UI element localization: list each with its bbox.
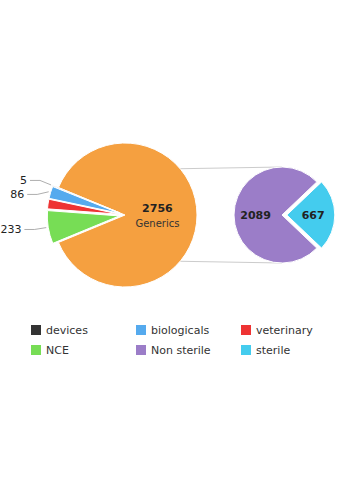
slice-name: Generics [135, 218, 179, 229]
connector-line [180, 167, 282, 169]
data-label: 5 [20, 174, 27, 187]
leader-line [27, 192, 48, 195]
data-label: 86 [10, 188, 24, 201]
legend-label: veterinary [256, 324, 313, 337]
pie-0 [47, 143, 197, 287]
legend-label: Non sterile [151, 344, 211, 357]
legend-label: NCE [46, 344, 69, 357]
leader-line [24, 228, 46, 230]
pie-slice [53, 185, 120, 212]
legend-label: biologicals [151, 324, 209, 337]
pie-labels-1: 2089 667 [240, 209, 324, 222]
pie-slice [47, 211, 119, 244]
legend-swatch [241, 325, 251, 335]
pie-slice [287, 182, 335, 248]
legend-label: devices [46, 324, 88, 337]
leader-line [30, 180, 51, 185]
legend-swatch [241, 345, 251, 355]
data-label: 667 [302, 209, 325, 222]
data-label: 2756 [142, 202, 173, 215]
legend-swatch [31, 345, 41, 355]
data-label: 233 [0, 223, 21, 236]
legend-swatch [31, 325, 41, 335]
connector-line [180, 261, 282, 263]
pie-labels-0: 2756 Generics 586 233 [0, 174, 179, 236]
legend-label: sterile [256, 344, 290, 357]
legend: devices biologicals veterinary NCE Non steri… [31, 324, 313, 357]
legend-swatch [136, 345, 146, 355]
data-label: 2089 [240, 209, 271, 222]
legend-swatch [136, 325, 146, 335]
pie-slice [49, 187, 119, 214]
pie-1 [234, 167, 335, 263]
chart-canvas: 2756 Generics 586 233 2089 667 devices biologic… [0, 0, 353, 500]
